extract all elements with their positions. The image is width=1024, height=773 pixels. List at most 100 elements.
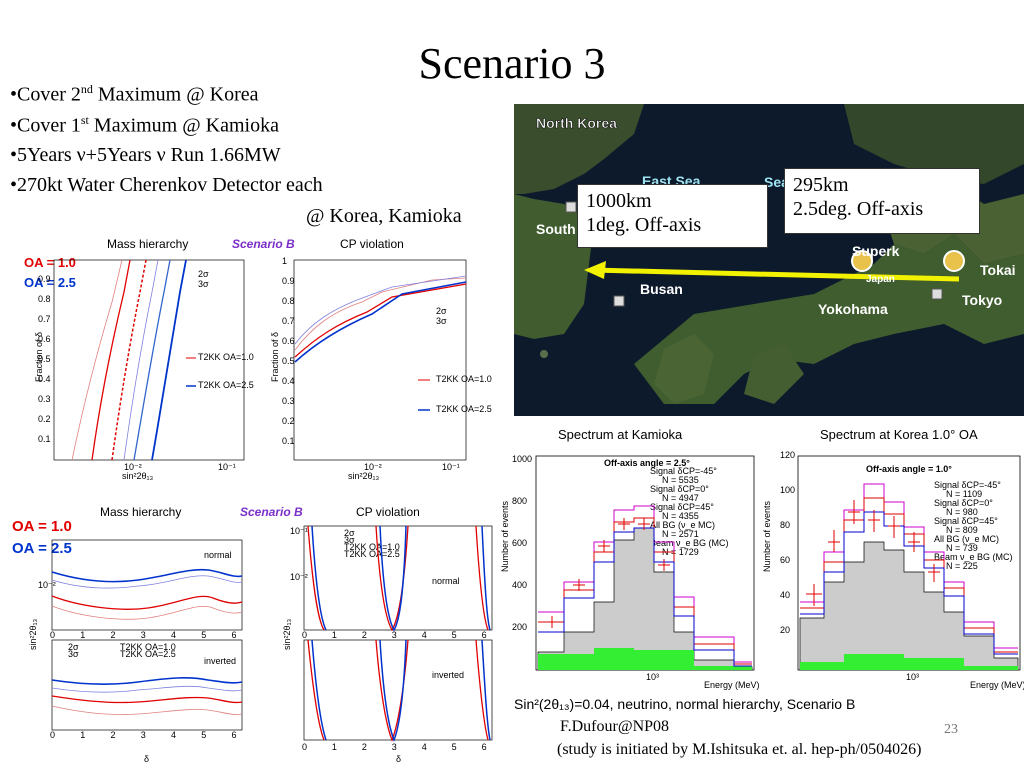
bottom-xtick: 6 [482, 630, 487, 640]
top-right-ytick: 0.5 [282, 356, 295, 366]
korea-data-points [806, 500, 940, 606]
bottom-mh-inverted-red [51, 695, 243, 704]
page-number: 23 [944, 722, 958, 737]
top-right-ytick: 0.3 [282, 396, 295, 406]
korea-legend-count: N = 1109 [946, 489, 982, 499]
kamioka-legend-label: Signal δCP=0° [650, 484, 709, 494]
bottom-mh-legend-oa2: T2KK OA=2.5 [120, 649, 176, 659]
kamioka-data-points [546, 518, 670, 628]
spectrum-korea-title: Spectrum at Korea 1.0° OA [820, 427, 978, 442]
map-label-south: South [536, 221, 576, 237]
top-right-ytick: 0.9 [282, 276, 295, 286]
bottom-xtick: 3 [392, 630, 397, 640]
bottom-mh-normal-red-2s [51, 605, 243, 620]
korea-signal-45 [800, 511, 1018, 655]
bottom-cp-legend-3s: 3σ [344, 535, 355, 545]
top-cp-curve-red-2s [294, 277, 467, 351]
kamioka-ylabel: Number of events [500, 500, 510, 572]
bottom-normal-label: normal [204, 550, 232, 560]
bottom-xtick: 3 [141, 630, 146, 640]
map-label-sea: Sea [764, 174, 789, 190]
korea-legend-label: Signal δCP=-45° [934, 480, 1001, 490]
bottom-mh-inverted-blue [51, 677, 243, 685]
kamioka-offaxis: 2.5deg. Off-axis [793, 198, 924, 220]
bottom-xtick: 2 [362, 630, 367, 640]
bottom-left-ylabel: sin²2θ₁₃ [28, 618, 38, 650]
bottom-legend-oa1: OA = 1.0 [12, 518, 72, 535]
bullet-locations: @ Korea, Kamioka [306, 205, 462, 227]
bottom-cp-legend-oa1: T2KK OA=1.0 [344, 542, 400, 552]
top-left-xlabel: sin²2θ₁₃ [122, 471, 154, 481]
kamioka-signal-m45 [538, 505, 752, 663]
top-mh-curve-blue-2s [123, 259, 159, 461]
top-mh-curve-blue [151, 259, 187, 461]
study-note: (study is initiated by M.Ishitsuka et. a… [557, 741, 922, 758]
top-left-ytick: 0.3 [38, 394, 51, 404]
bottom-xtick: 3 [141, 730, 146, 740]
korea-legend-label: Signal δCP=45° [934, 516, 998, 526]
top-left-ylabel: Fraction of δ [34, 332, 44, 382]
top-right-ytick: 0.8 [282, 296, 295, 306]
bottom-cp-title: CP violation [356, 505, 420, 519]
bottom-mh-legend-2s: 2σ [68, 642, 79, 652]
bottom-xtick: 1 [80, 730, 85, 740]
map-label-tokai: Tokai [980, 262, 1016, 278]
bottom-xtick: 5 [201, 630, 206, 640]
bottom-cp-normal-red-right [475, 525, 489, 631]
bullet-detector: •270kt Water Cherenkov Detector each [10, 174, 323, 196]
superk-pin-icon [851, 250, 873, 272]
kamioka-legend-label: Signal δCP=45° [650, 502, 714, 512]
bottom-cp-inverted-blue-mid [379, 639, 407, 743]
top-left-legend-2s: 2σ [198, 269, 209, 279]
bottom-xtick: 1 [332, 630, 337, 640]
top-left-ytick: 0.8 [38, 294, 51, 304]
top-scenario: Scenario B [232, 237, 295, 251]
bottom-legend-oa2: OA = 2.5 [12, 540, 72, 557]
bottom-cp-normal-blue-right [481, 525, 491, 631]
korea-ytick: 60 [780, 555, 790, 565]
korea-legend-label: All BG (ν_e MC) [934, 534, 999, 544]
bottom-cp-normal-blue-mid [379, 525, 407, 632]
kamioka-legend-count: N = 4947 [662, 493, 699, 503]
bottom-xtick: 0 [50, 730, 55, 740]
bottom-cp-legend-2s: 2σ [344, 528, 355, 538]
bottom-mh-normal-blue [51, 568, 243, 583]
korea-ytick: 100 [780, 485, 795, 495]
bottom-xtick: 1 [332, 742, 337, 752]
bottom-mh-legend-3s: 3σ [68, 649, 79, 659]
korea-offaxis: 1deg. Off-axis [586, 214, 702, 236]
top-left-ytick: 0.7 [38, 314, 51, 324]
top-cp-title: CP violation [340, 237, 404, 251]
kamioka-legend-label: All BG (ν_e MC) [650, 520, 715, 530]
bottom-cp-inverted-label: inverted [432, 670, 464, 680]
bottom-xtick: 2 [362, 742, 367, 752]
bottom-cp-inverted-blue-right [481, 639, 491, 741]
korea-legend-count: N = 980 [946, 507, 978, 517]
busan-marker-icon [613, 295, 625, 307]
credit-text: F.Dufour@NP08 [560, 718, 670, 735]
map-label-tokyo: Tokyo [962, 292, 1002, 308]
kamioka-offaxis-label: Off-axis angle = 2.5° [604, 458, 690, 468]
bottom-sensitivity-figure: OA = 1.0 OA = 2.5 Mass hierarchy Scenari… [8, 500, 500, 768]
kamioka-xtick: 10³ [646, 672, 659, 682]
top-right-xtick-2: 10⁻¹ [442, 462, 460, 472]
kamioka-legend-count: N = 2571 [662, 529, 699, 539]
kamioka-bg-hist [537, 527, 753, 671]
top-mh-curve-red-3s [91, 259, 131, 461]
top-right-legend-3s: 3σ [436, 316, 447, 326]
bottom-mh-legend-oa1: T2KK OA=1.0 [120, 642, 176, 652]
kamioka-legend-label: Beam ν_e BG (MC) [650, 538, 729, 548]
top-right-ytick: 0.4 [282, 376, 295, 386]
top-right-ytick: 0.2 [282, 416, 295, 426]
top-left-legend-oa2: T2KK OA=2.5 [198, 380, 254, 390]
bottom-left-xlabel: δ [144, 754, 149, 764]
bottom-mh-normal-axes [51, 539, 243, 631]
top-left-ytick: 0.6 [38, 334, 51, 344]
bottom-xtick: 4 [171, 630, 176, 640]
top-right-legend-2s: 2σ [436, 306, 447, 316]
bottom-cp-inverted-red-left [307, 639, 325, 741]
bottom-cp-inverted-blue-left [311, 639, 327, 741]
kamioka-ytick: 800 [512, 496, 527, 506]
top-cp-curve-blue-2s [294, 275, 467, 345]
kamioka-distance: 295km [793, 174, 849, 196]
